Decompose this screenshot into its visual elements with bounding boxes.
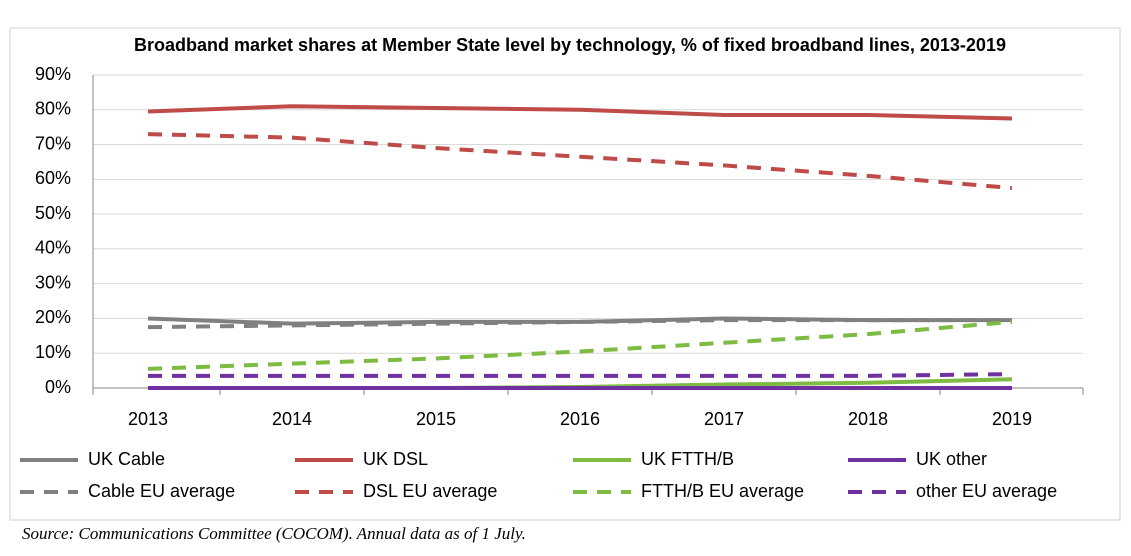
series-line <box>147 319 1013 371</box>
chart-title: Broadband market shares at Member State … <box>134 35 1006 55</box>
source-note: Source: Communications Committee (COCOM)… <box>22 524 526 543</box>
legend-label: other EU average <box>916 481 1057 501</box>
x-tick-label: 2014 <box>272 409 312 429</box>
chart-frame <box>9 27 1121 521</box>
legend-label: UK DSL <box>363 449 428 469</box>
series-line <box>147 104 1013 121</box>
x-tick-label: 2017 <box>704 409 744 429</box>
y-tick-label: 30% <box>35 272 71 292</box>
x-tick-label: 2015 <box>416 409 456 429</box>
legend-label: UK Cable <box>88 449 165 469</box>
legend-label: UK FTTH/B <box>641 449 734 469</box>
series-line <box>147 132 1013 191</box>
legend-label: UK other <box>916 449 987 469</box>
y-tick-label: 0% <box>45 377 71 397</box>
y-tick-label: 60% <box>35 168 71 188</box>
series-line <box>148 372 1013 378</box>
legend-label: DSL EU average <box>363 481 497 501</box>
y-tick-label: 20% <box>35 307 71 327</box>
x-tick-label: 2016 <box>560 409 600 429</box>
x-tick-label: 2013 <box>128 409 168 429</box>
x-tick-label: 2018 <box>848 409 888 429</box>
y-tick-label: 10% <box>35 342 71 362</box>
x-tick-label: 2019 <box>992 409 1032 429</box>
y-tick-label: 80% <box>35 99 71 119</box>
legend-label: Cable EU average <box>88 481 235 501</box>
legend-label: FTTH/B EU average <box>641 481 804 501</box>
series-line <box>147 318 1012 330</box>
y-tick-label: 50% <box>35 203 71 223</box>
y-tick-label: 40% <box>35 238 71 258</box>
y-tick-label: 70% <box>35 133 71 153</box>
y-tick-label: 90% <box>35 64 71 84</box>
